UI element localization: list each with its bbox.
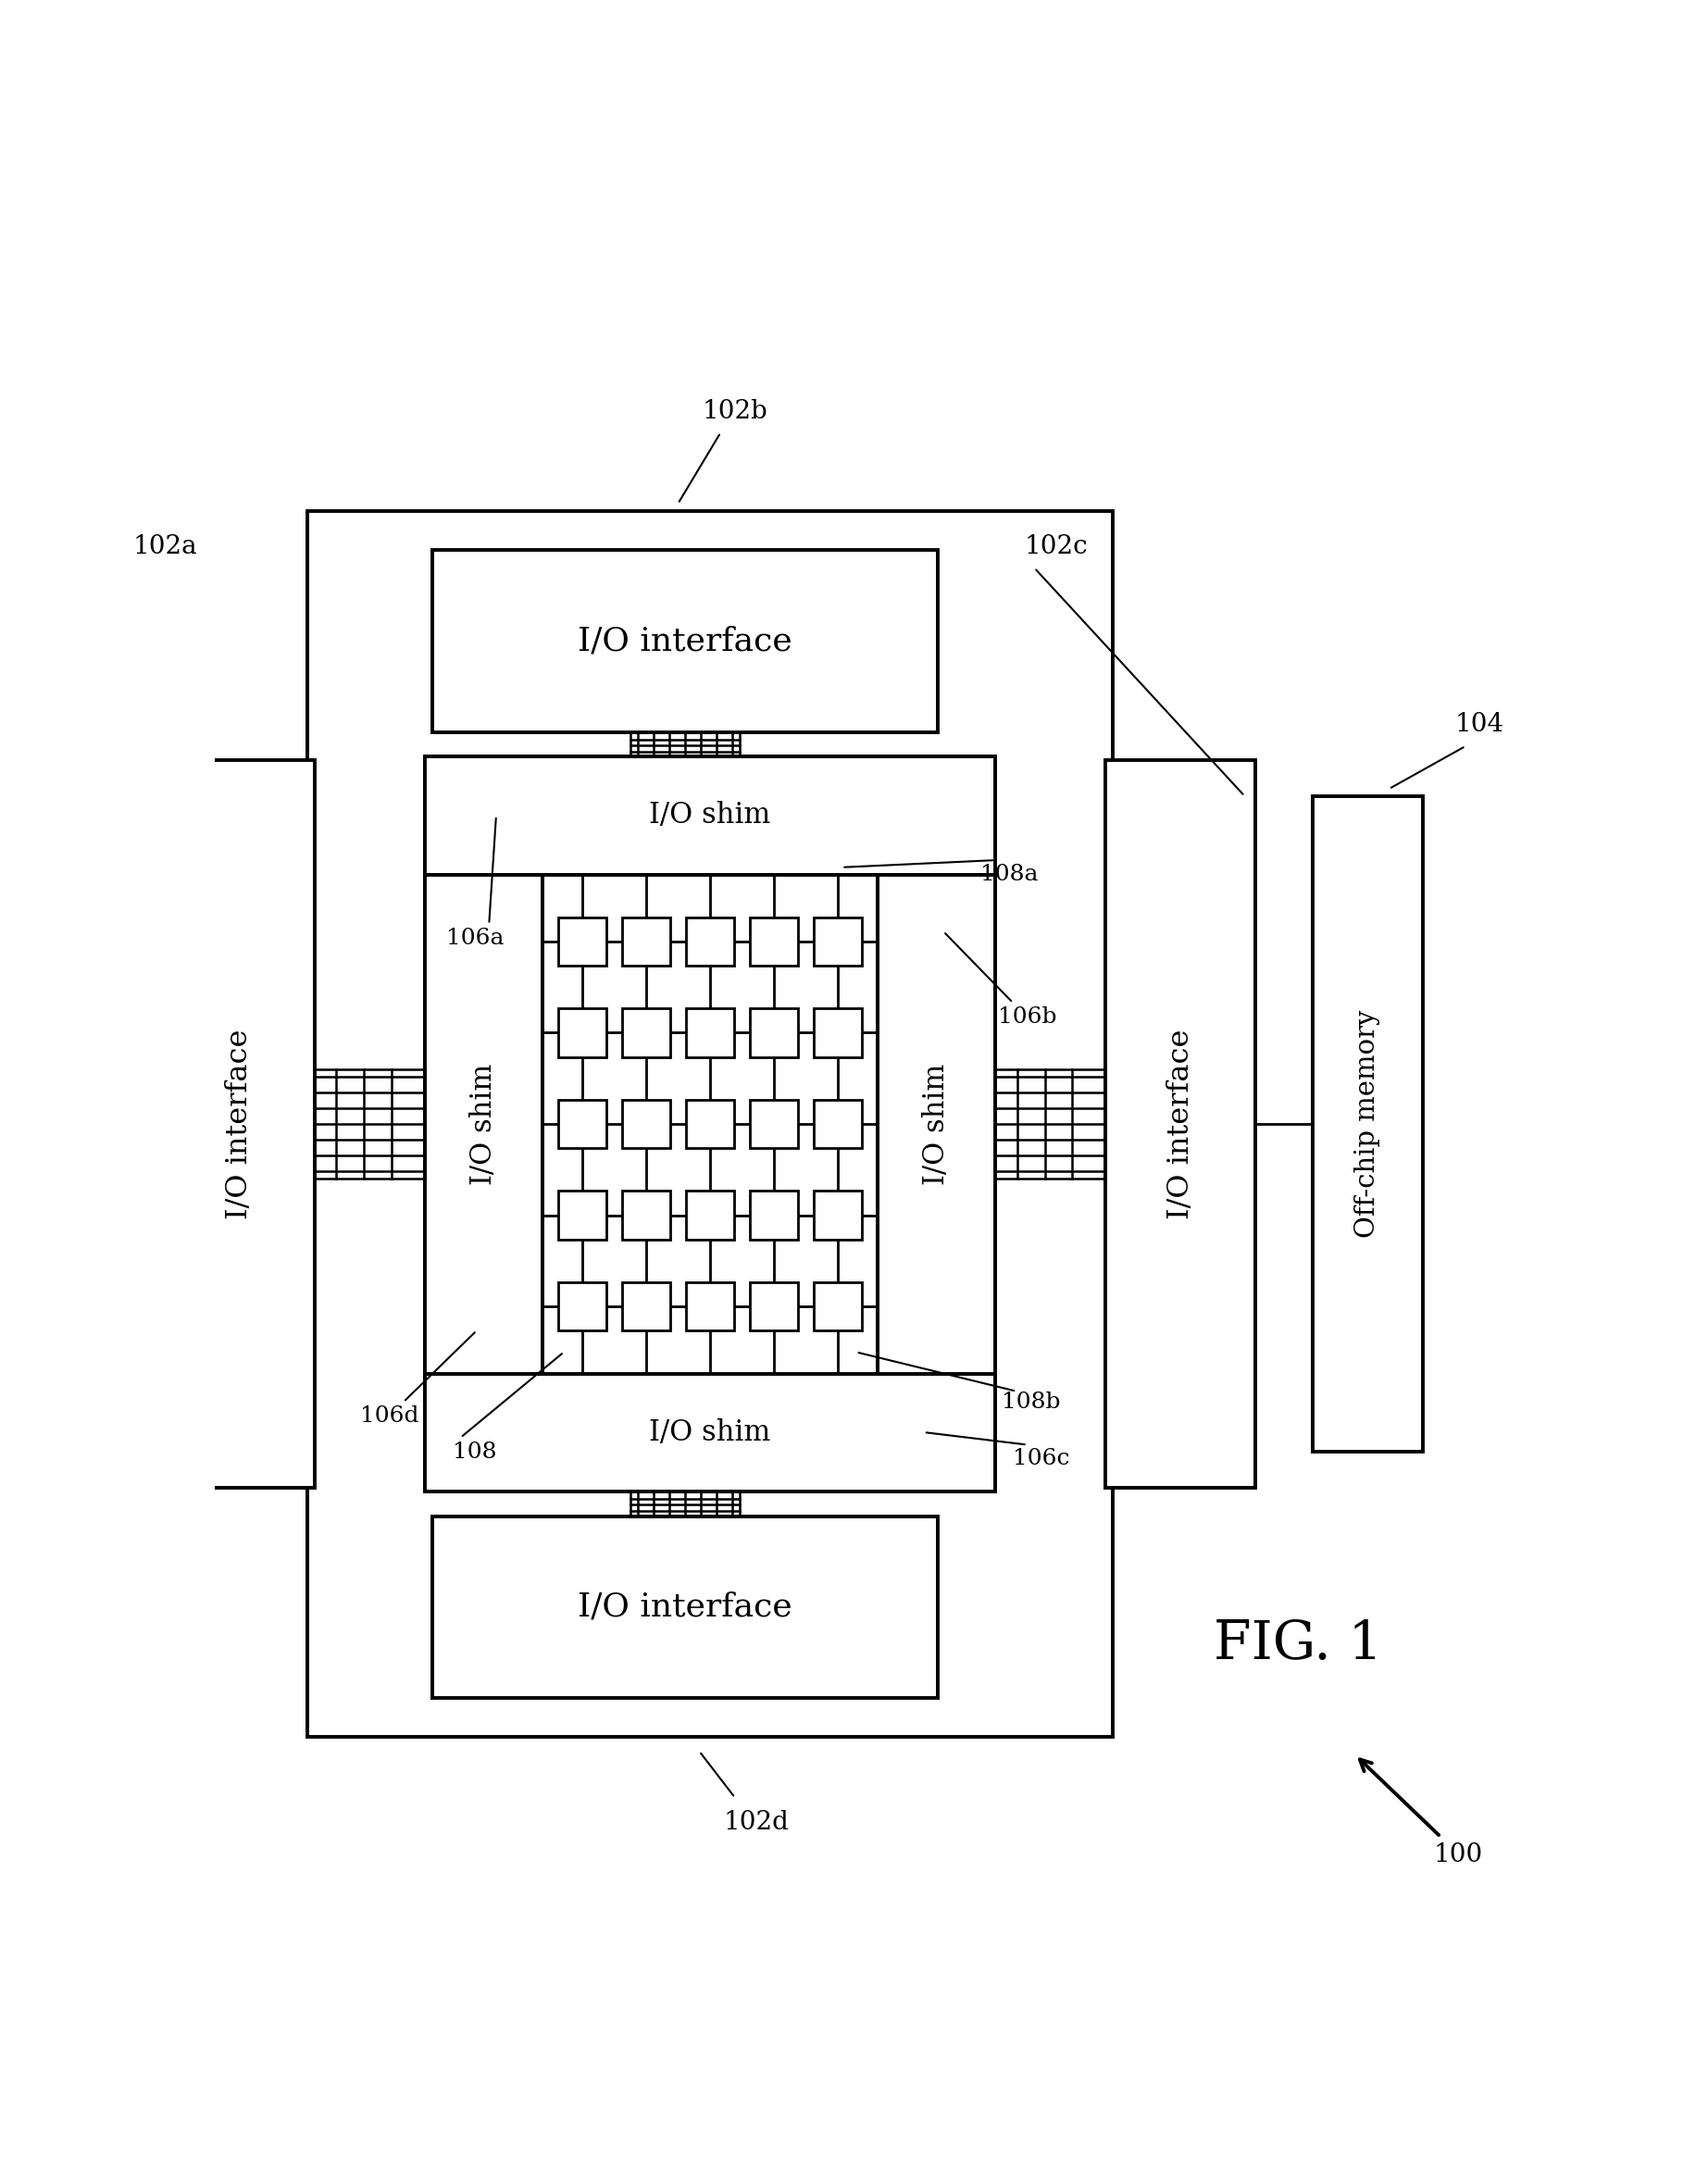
Text: 102b: 102b: [702, 397, 767, 424]
Bar: [559, 1282, 606, 1330]
Bar: [749, 1009, 798, 1057]
Text: 108b: 108b: [1001, 1391, 1060, 1413]
Bar: [749, 917, 798, 965]
Bar: [621, 1282, 670, 1330]
Text: Off-chip memory: Off-chip memory: [1355, 1009, 1380, 1238]
Bar: [308, 511, 1112, 1736]
Bar: [424, 758, 995, 874]
Bar: [621, 1009, 670, 1057]
Bar: [749, 1190, 798, 1241]
Bar: [559, 1009, 606, 1057]
Bar: [621, 917, 670, 965]
Bar: [559, 917, 606, 965]
Text: 108a: 108a: [981, 865, 1038, 885]
Bar: [1313, 795, 1422, 1452]
Bar: [433, 1516, 937, 1697]
Bar: [165, 760, 315, 1487]
Bar: [813, 1009, 862, 1057]
Bar: [749, 1101, 798, 1149]
Text: I/O interface: I/O interface: [577, 1592, 793, 1623]
Text: 106d: 106d: [360, 1406, 419, 1426]
Bar: [559, 1101, 606, 1149]
Text: I/O interface: I/O interface: [1166, 1029, 1195, 1219]
Bar: [424, 874, 542, 1374]
Bar: [621, 1190, 670, 1241]
Bar: [813, 917, 862, 965]
Text: 102a: 102a: [133, 535, 197, 559]
Text: 104: 104: [1456, 712, 1505, 738]
Bar: [424, 1374, 995, 1492]
Bar: [685, 1101, 734, 1149]
Bar: [685, 917, 734, 965]
Bar: [559, 1190, 606, 1241]
Text: I/O interface: I/O interface: [226, 1029, 254, 1219]
Bar: [877, 874, 995, 1374]
Bar: [621, 1101, 670, 1149]
Bar: [813, 1190, 862, 1241]
Bar: [813, 1282, 862, 1330]
Text: I/O shim: I/O shim: [650, 1417, 771, 1446]
Text: 106b: 106b: [998, 1007, 1057, 1029]
Bar: [542, 874, 877, 1374]
Text: 106a: 106a: [446, 928, 503, 950]
Text: 102d: 102d: [724, 1811, 789, 1835]
Bar: [433, 550, 937, 732]
Text: 106c: 106c: [1013, 1448, 1070, 1470]
Bar: [813, 1101, 862, 1149]
Bar: [1106, 760, 1256, 1487]
Text: 108: 108: [453, 1441, 496, 1463]
Text: FIG. 1: FIG. 1: [1213, 1618, 1382, 1671]
Bar: [685, 1190, 734, 1241]
Bar: [749, 1282, 798, 1330]
Bar: [685, 1009, 734, 1057]
Text: I/O shim: I/O shim: [470, 1064, 498, 1184]
Text: 100: 100: [1434, 1841, 1483, 1867]
Text: I/O shim: I/O shim: [922, 1064, 951, 1184]
Bar: [685, 1282, 734, 1330]
Text: I/O shim: I/O shim: [650, 802, 771, 830]
Text: 102c: 102c: [1023, 535, 1087, 559]
Text: I/O interface: I/O interface: [577, 625, 793, 657]
Bar: [424, 758, 995, 1492]
